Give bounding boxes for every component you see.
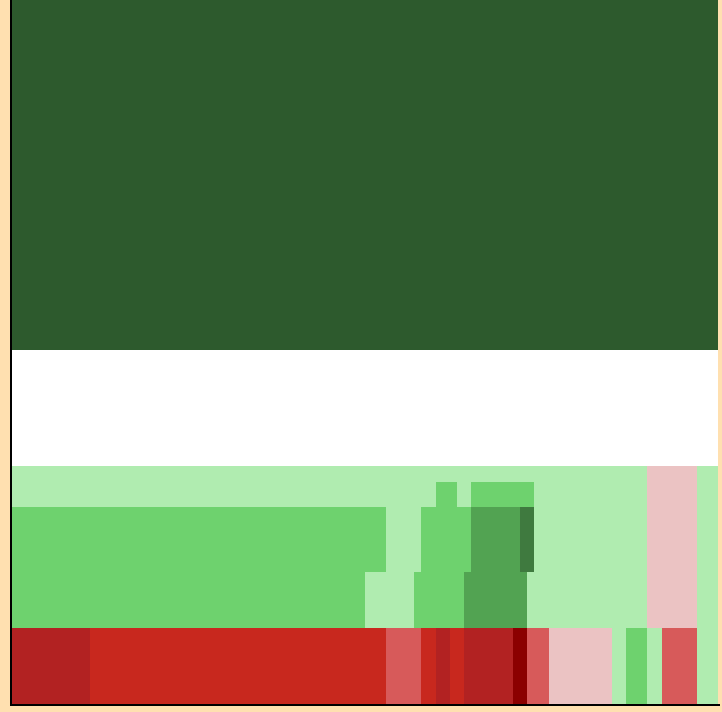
heatmap-cell-r4-c5 (534, 507, 647, 572)
heatmap-cell-r4-c0 (12, 507, 386, 572)
heatmap-cell-r6-c2 (386, 628, 421, 704)
heatmap-cell-r6-c3 (421, 628, 436, 704)
heatmap-cells (12, 0, 718, 704)
heatmap-cell-r6-c4 (436, 628, 450, 704)
heatmap-cell-r3-c4 (534, 482, 647, 507)
heatmap-cell-r6-c11 (626, 628, 647, 704)
heatmap-cell-r5-c2 (414, 572, 464, 628)
heatmap-cell-r0-c0 (12, 0, 718, 350)
heatmap-cell-r5-c5 (647, 572, 697, 628)
heatmap-cell-r4-c7 (697, 507, 718, 572)
heatmap-cell-r4-c4 (520, 507, 534, 572)
heatmap-cell-r5-c3 (464, 572, 527, 628)
heatmap-cell-r3-c5 (647, 482, 697, 507)
heatmap-cell-r4-c2 (421, 507, 471, 572)
heatmap-cell-r6-c10 (612, 628, 626, 704)
heatmap-cell-r6-c12 (647, 628, 662, 704)
heatmap-cell-r5-c6 (697, 572, 718, 628)
heatmap-cell-r6-c14 (697, 628, 718, 704)
heatmap-cell-r2-c2 (697, 466, 718, 482)
heatmap-cell-r3-c0 (12, 482, 436, 507)
heatmap-cell-r5-c4 (527, 572, 647, 628)
heatmap-cell-r3-c6 (697, 482, 718, 507)
heatmap-cell-r2-c1 (647, 466, 697, 482)
heatmap-cell-r6-c6 (464, 628, 513, 704)
heatmap-cell-r3-c2 (457, 482, 471, 507)
heatmap-cell-r6-c13 (662, 628, 697, 704)
heatmap-cell-r5-c0 (12, 572, 365, 628)
heatmap-cell-r2-c0 (12, 466, 647, 482)
heatmap-cell-r6-c8 (527, 628, 549, 704)
heatmap-cell-r3-c3 (471, 482, 534, 507)
heatmap-cell-r6-c5 (450, 628, 464, 704)
heatmap-cell-r1-c0 (12, 350, 718, 466)
heatmap-cell-r4-c3 (471, 507, 520, 572)
heatmap-cell-r3-c1 (436, 482, 457, 507)
heatmap-cell-r5-c1 (365, 572, 414, 628)
heatmap-cell-r4-c1 (386, 507, 421, 572)
heatmap-cell-r6-c9 (549, 628, 612, 704)
heatmap-cell-r6-c0 (12, 628, 90, 704)
heatmap-cell-r4-c6 (647, 507, 697, 572)
heatmap-cell-r6-c1 (90, 628, 386, 704)
heatmap-cell-r6-c7 (513, 628, 527, 704)
